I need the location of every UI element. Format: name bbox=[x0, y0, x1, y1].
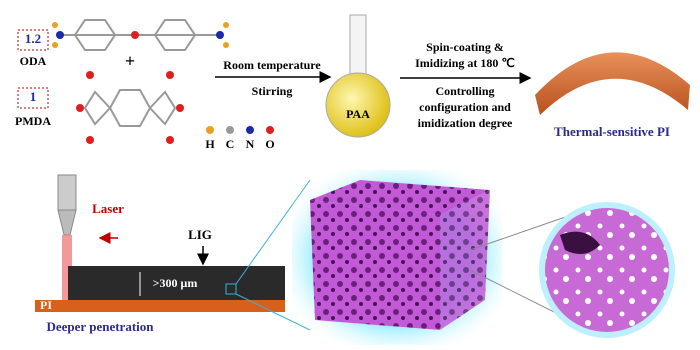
oda-molecule bbox=[52, 19, 229, 51]
intermediate: PAA bbox=[346, 107, 370, 121]
substrate-label: PI bbox=[40, 298, 52, 312]
plus: + bbox=[125, 51, 135, 71]
reagent-label: PMDA bbox=[15, 114, 51, 128]
ratio: 1 bbox=[30, 89, 37, 104]
layer-label: LIG bbox=[188, 227, 212, 242]
pi-substrate bbox=[35, 300, 285, 312]
zoom-circle bbox=[545, 208, 669, 332]
lig-layer bbox=[68, 266, 285, 300]
ratio-box bbox=[17, 29, 49, 51]
step-label: imidization degree bbox=[418, 116, 513, 130]
laser-head bbox=[57, 174, 77, 300]
atom-label: C bbox=[226, 137, 235, 151]
atom-label: N bbox=[246, 137, 255, 151]
step-label: configuration and bbox=[419, 100, 511, 114]
atom-label: H bbox=[205, 137, 215, 151]
step-label: Imidizing at 180 ℃ bbox=[415, 56, 515, 70]
pmda-molecule bbox=[76, 71, 184, 144]
step-label: Controlling bbox=[435, 84, 494, 98]
pi-film bbox=[535, 52, 690, 115]
step-label: Room temperature bbox=[223, 58, 321, 72]
thickness-label: >300 μm bbox=[153, 276, 198, 290]
note: Deeper penetration bbox=[47, 319, 155, 334]
step-label: Stirring bbox=[252, 84, 293, 98]
reagent-label: ODA bbox=[20, 54, 47, 68]
porous-cube bbox=[310, 180, 490, 330]
ratio-box bbox=[17, 87, 49, 109]
atom-label: O bbox=[265, 137, 274, 151]
flask bbox=[325, 14, 391, 138]
zoom-box bbox=[225, 283, 237, 295]
step-label: Spin-coating & bbox=[426, 40, 504, 54]
product: Thermal-sensitive PI bbox=[554, 124, 670, 139]
atom-legend bbox=[206, 126, 274, 134]
ratio: 1.2 bbox=[25, 31, 41, 46]
laser-label: Laser bbox=[92, 201, 124, 216]
pore bbox=[560, 231, 600, 254]
